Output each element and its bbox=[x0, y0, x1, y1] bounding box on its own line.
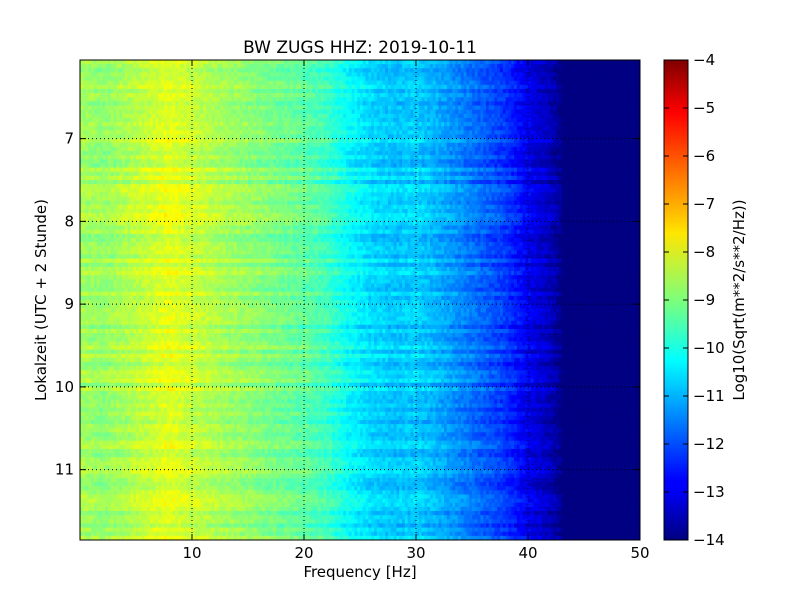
heatmap bbox=[80, 60, 641, 541]
chart-title: BW ZUGS HHZ: 2019-10-11 bbox=[243, 38, 477, 58]
